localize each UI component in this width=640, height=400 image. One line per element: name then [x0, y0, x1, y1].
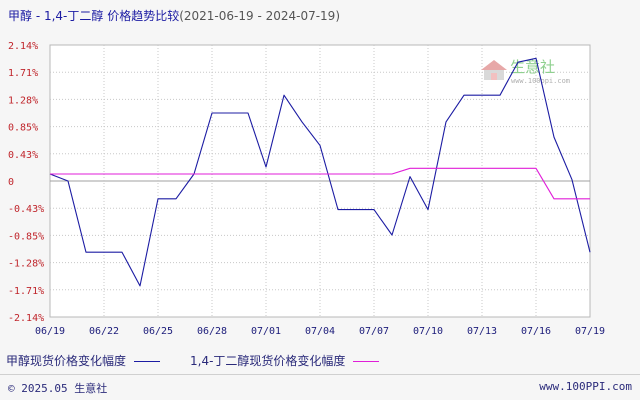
x-tick-label: 06/19	[35, 326, 65, 337]
series-line-methanol	[49, 57, 591, 287]
watermark-url: www.100ppi.com	[511, 77, 570, 85]
y-tick-label: 0	[8, 177, 14, 188]
series-line-bdo	[50, 167, 590, 200]
y-axis-ticks: 2.14% 1.71% 1.28% 0.85% 0.43% 0 -0.43% -0.85% -1…	[8, 41, 44, 324]
y-tick-label: 0.43%	[8, 150, 38, 161]
watermark: 生意社 www.100ppi.com	[481, 58, 570, 85]
x-tick-label: 06/28	[197, 326, 227, 337]
x-tick-label: 07/04	[305, 326, 335, 337]
watermark-logo-icon	[481, 60, 507, 80]
footer-divider	[0, 374, 640, 375]
chart-title-main: 甲醇 - 1,4-丁二醇 价格趋势比较	[8, 9, 180, 23]
y-tick-label: -2.14%	[8, 313, 44, 324]
series-group	[49, 57, 591, 287]
x-tick-label: 07/13	[467, 326, 497, 337]
y-tick-label: 0.85%	[8, 123, 38, 134]
y-tick-label: -0.85%	[8, 231, 44, 242]
footer-copyright: © 2025.05 生意社	[8, 382, 108, 395]
y-tick-label: 1.28%	[8, 95, 38, 106]
x-tick-label: 07/07	[359, 326, 389, 337]
y-tick-label: 1.71%	[8, 68, 38, 79]
x-tick-label: 06/22	[89, 326, 119, 337]
grid	[50, 45, 590, 317]
x-tick-label: 07/10	[413, 326, 443, 337]
chart-title: 甲醇 - 1,4-丁二醇 价格趋势比较(2021-06-19 - 2024-07…	[8, 7, 340, 24]
y-tick-label: -0.43%	[8, 204, 44, 215]
legend-label-series-a: 甲醇现货价格变化幅度	[6, 354, 127, 368]
x-tick-label: 07/01	[251, 326, 281, 337]
x-tick-label: 07/19	[575, 326, 605, 337]
watermark-brand: 生意社	[510, 58, 555, 76]
y-tick-label: -1.71%	[8, 286, 44, 297]
legend-label-series-b: 1,4-丁二醇现货价格变化幅度	[190, 354, 346, 368]
x-tick-label: 06/25	[143, 326, 173, 337]
legend: 甲醇现货价格变化幅度 1,4-丁二醇现货价格变化幅度	[6, 352, 380, 369]
y-tick-label: -1.28%	[8, 259, 44, 270]
legend-swatch-series-b	[353, 361, 380, 362]
footer-site-link[interactable]: www.100PPI.com	[539, 380, 632, 393]
chart-title-range: (2021-06-19 - 2024-07-19)	[179, 9, 341, 23]
x-tick-label: 07/16	[521, 326, 551, 337]
x-axis-ticks: 06/19 06/22 06/25 06/28 07/01 07/04 07/07 07/10…	[35, 326, 605, 337]
y-tick-label: 2.14%	[8, 41, 38, 52]
legend-swatch-series-a	[134, 361, 161, 362]
